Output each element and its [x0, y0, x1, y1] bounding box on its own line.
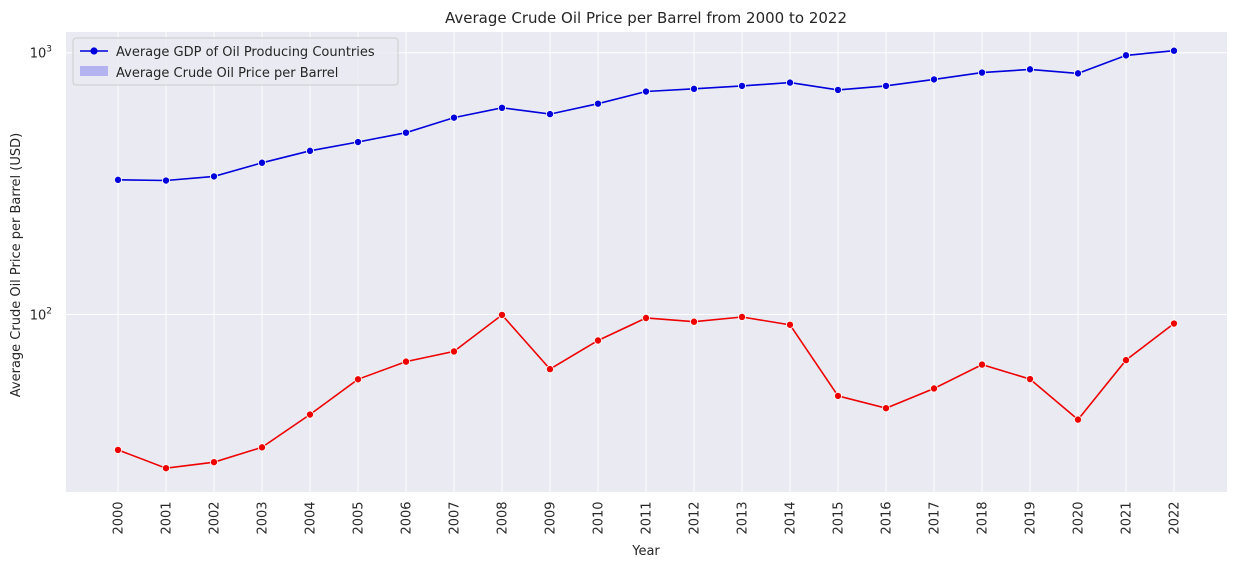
data-point — [1170, 46, 1179, 55]
data-point — [834, 391, 843, 400]
chart-title: Average Crude Oil Price per Barrel from … — [445, 9, 847, 27]
data-point — [786, 78, 795, 87]
x-tick-label: 2014 — [784, 501, 799, 534]
legend-marker-patch — [80, 66, 108, 76]
data-point — [1170, 319, 1179, 328]
data-point — [978, 360, 987, 369]
x-tick-label: 2003 — [256, 501, 271, 534]
legend: Average GDP of Oil Producing Countries A… — [72, 37, 399, 86]
y-axis-label: Average Crude Oil Price per Barrel (USD) — [9, 133, 24, 397]
data-point — [1074, 69, 1083, 78]
legend-label-price: Average Crude Oil Price per Barrel — [116, 66, 338, 81]
x-tick-label: 2022 — [1168, 501, 1183, 534]
data-point — [546, 365, 555, 374]
data-point — [978, 68, 987, 77]
data-point — [594, 99, 603, 108]
data-point — [114, 175, 123, 184]
data-point — [161, 176, 170, 185]
data-point — [257, 443, 266, 452]
x-axis-label: Year — [631, 544, 660, 559]
x-tick-label: 2005 — [352, 501, 367, 534]
y-tick-label: 103 — [30, 45, 52, 62]
x-tick-label: 2000 — [112, 501, 127, 534]
data-point — [353, 138, 362, 147]
data-point — [882, 404, 891, 413]
x-tick-label: 2008 — [496, 501, 511, 534]
x-tick-label: 2019 — [1024, 501, 1039, 534]
data-point — [930, 384, 939, 393]
data-point — [738, 312, 747, 321]
legend-marker-dot — [90, 47, 98, 55]
data-point — [1074, 415, 1083, 424]
x-tick-label: 2011 — [640, 501, 655, 534]
data-point — [497, 310, 506, 319]
x-tick-label: 2009 — [544, 501, 559, 534]
x-tick-label: 2007 — [448, 501, 463, 534]
data-point — [161, 464, 170, 473]
data-point — [642, 87, 651, 96]
data-point — [690, 84, 699, 93]
x-tick-label: 2012 — [688, 501, 703, 534]
data-point — [930, 75, 939, 84]
data-point — [305, 410, 314, 419]
legend-label-gdp: Average GDP of Oil Producing Countries — [116, 45, 375, 60]
data-point — [497, 103, 506, 112]
data-point — [401, 357, 410, 366]
data-point — [209, 172, 218, 181]
data-point — [353, 375, 362, 384]
data-point — [305, 146, 314, 155]
x-tick-label: 2013 — [736, 501, 751, 534]
x-tick-label: 2006 — [400, 501, 415, 534]
x-tick-label: 2021 — [1120, 501, 1135, 534]
data-point — [449, 113, 458, 122]
x-tick-label: 2010 — [592, 501, 607, 534]
x-tick-label: 2002 — [208, 501, 223, 534]
data-point — [690, 317, 699, 326]
data-point — [1122, 51, 1131, 60]
data-point — [114, 445, 123, 454]
x-tick-label: 2017 — [928, 501, 943, 534]
x-tick-label: 2016 — [880, 501, 895, 534]
y-axis-ticks: 102 103 — [30, 45, 52, 324]
data-point — [1122, 356, 1131, 365]
data-point — [882, 81, 891, 90]
data-point — [449, 347, 458, 356]
data-point — [738, 81, 747, 90]
legend-box — [72, 37, 399, 86]
y-tick-label: 102 — [30, 307, 52, 324]
data-point — [1026, 65, 1035, 74]
x-tick-label: 2020 — [1072, 501, 1087, 534]
data-point — [594, 336, 603, 345]
data-point — [834, 85, 843, 94]
data-point — [546, 110, 555, 119]
series-layer — [114, 46, 1179, 473]
x-tick-label: 2015 — [832, 501, 847, 534]
data-point — [401, 128, 410, 137]
data-point — [257, 158, 266, 167]
data-point — [642, 314, 651, 323]
data-point — [209, 458, 218, 467]
x-tick-label: 2004 — [304, 501, 319, 534]
x-tick-label: 2018 — [976, 501, 991, 534]
x-axis-ticks: 2000 2001 2002 2003 2004 2005 2006 2007 2008 2009… — [112, 501, 1183, 534]
data-point — [1026, 375, 1035, 384]
x-tick-label: 2001 — [160, 501, 175, 534]
data-point — [786, 320, 795, 329]
